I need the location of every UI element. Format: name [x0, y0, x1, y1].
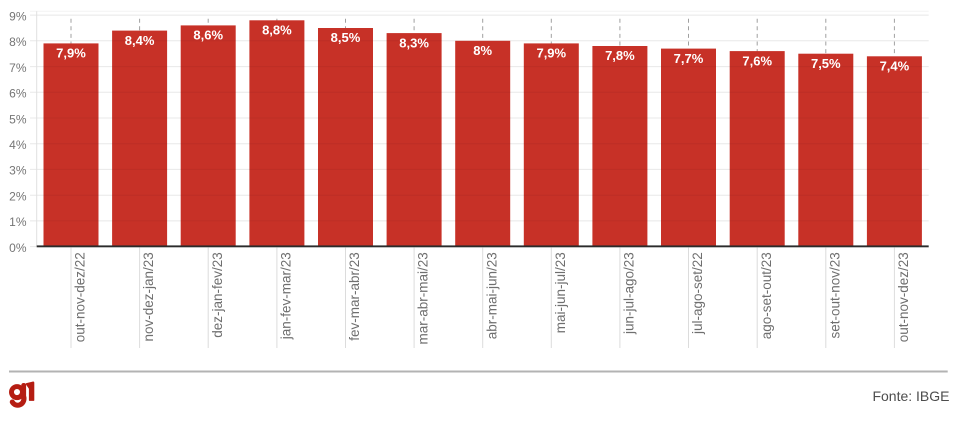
- svg-text:nov-dez-jan/23: nov-dez-jan/23: [141, 252, 156, 341]
- svg-text:7,9%: 7,9%: [56, 46, 86, 61]
- svg-text:1%: 1%: [9, 215, 27, 229]
- svg-text:7,8%: 7,8%: [605, 48, 635, 63]
- svg-text:8,5%: 8,5%: [331, 30, 361, 45]
- svg-text:5%: 5%: [9, 112, 27, 126]
- svg-text:7,4%: 7,4%: [880, 59, 910, 74]
- svg-text:out-nov-dez/22: out-nov-dez/22: [73, 252, 88, 342]
- svg-text:8,8%: 8,8%: [262, 23, 292, 38]
- svg-text:abr-mai-jun/23: abr-mai-jun/23: [484, 252, 499, 339]
- svg-text:8,3%: 8,3%: [399, 35, 429, 50]
- svg-text:7,7%: 7,7%: [674, 51, 704, 66]
- svg-text:dez-jan-fev/23: dez-jan-fev/23: [210, 252, 225, 338]
- svg-text:8,4%: 8,4%: [125, 33, 155, 48]
- svg-text:3%: 3%: [9, 164, 27, 178]
- svg-text:7%: 7%: [9, 61, 27, 75]
- svg-text:ago-set-out/23: ago-set-out/23: [759, 252, 774, 339]
- svg-text:6%: 6%: [9, 87, 27, 101]
- svg-text:4%: 4%: [9, 138, 27, 152]
- svg-text:out-nov-dez/23: out-nov-dez/23: [896, 252, 911, 342]
- svg-text:8%: 8%: [9, 35, 27, 49]
- svg-text:7,9%: 7,9%: [536, 46, 566, 61]
- svg-text:mar-abr-mai/23: mar-abr-mai/23: [416, 252, 431, 344]
- svg-text:set-out-nov/23: set-out-nov/23: [827, 252, 842, 338]
- svg-text:fev-mar-abr/23: fev-mar-abr/23: [347, 252, 362, 341]
- svg-text:jun-jul-ago/23: jun-jul-ago/23: [622, 252, 637, 335]
- svg-text:7,5%: 7,5%: [811, 56, 841, 71]
- svg-text:9%: 9%: [9, 9, 27, 23]
- svg-text:7,6%: 7,6%: [742, 53, 772, 68]
- svg-text:Fonte: IBGE: Fonte: IBGE: [872, 388, 949, 404]
- svg-text:8%: 8%: [473, 43, 492, 58]
- svg-text:2%: 2%: [9, 190, 27, 204]
- svg-text:8,6%: 8,6%: [193, 28, 223, 43]
- svg-text:jul-ago-set/22: jul-ago-set/22: [690, 252, 705, 335]
- svg-text:jan-fev-mar/23: jan-fev-mar/23: [279, 252, 294, 340]
- svg-text:mai-jun-jul/23: mai-jun-jul/23: [553, 252, 568, 333]
- svg-text:0%: 0%: [9, 241, 27, 255]
